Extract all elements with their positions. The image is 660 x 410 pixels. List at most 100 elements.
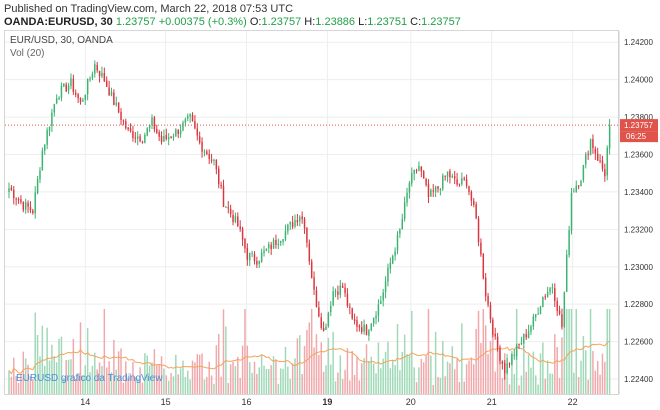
volume-bar bbox=[187, 370, 189, 394]
candle-body bbox=[322, 327, 325, 331]
candle-body bbox=[546, 292, 549, 297]
candle-body bbox=[108, 87, 110, 96]
volume-bar bbox=[539, 353, 542, 394]
countdown-tag-box bbox=[620, 131, 658, 143]
candle-body bbox=[120, 111, 122, 121]
watermark-link[interactable]: EURUSD grafico da TradingView bbox=[16, 373, 163, 384]
candle-body bbox=[310, 261, 313, 278]
low-label: L: bbox=[358, 16, 368, 28]
volume-bar bbox=[508, 384, 511, 394]
y-tick-label: 1.22800 bbox=[624, 300, 653, 309]
candle-body bbox=[442, 175, 444, 189]
volume-bar bbox=[60, 336, 63, 394]
volume-bar bbox=[532, 351, 535, 394]
volume-bar bbox=[413, 367, 415, 394]
candle-body bbox=[163, 136, 165, 142]
candle-body bbox=[513, 355, 516, 357]
candle-body bbox=[604, 169, 606, 177]
volume-bar bbox=[122, 382, 125, 394]
candle-body bbox=[70, 78, 72, 87]
candle-body bbox=[403, 202, 406, 219]
candle-body bbox=[489, 305, 492, 320]
candle-body bbox=[368, 330, 370, 336]
candle-body bbox=[218, 168, 220, 185]
candle-body bbox=[268, 244, 270, 249]
x-tick-label: 21 bbox=[487, 397, 497, 407]
candle-body bbox=[463, 178, 465, 180]
volume-bar bbox=[544, 378, 547, 394]
candle-body bbox=[289, 221, 291, 225]
volume-bar bbox=[177, 374, 179, 394]
candle-body bbox=[346, 293, 349, 307]
candle-body bbox=[306, 227, 308, 243]
volume-bar bbox=[351, 350, 353, 394]
candle-body bbox=[308, 243, 311, 262]
candle-body bbox=[258, 260, 260, 264]
candle-body bbox=[182, 122, 184, 131]
volume-bar bbox=[341, 379, 344, 394]
volume-bar bbox=[103, 309, 106, 394]
volume-bar bbox=[318, 354, 320, 394]
volume-bar bbox=[13, 357, 15, 394]
candle-body bbox=[206, 151, 208, 155]
volume-legend: Vol (20) bbox=[10, 48, 45, 59]
volume-bar bbox=[330, 364, 332, 394]
candle-body bbox=[434, 186, 437, 192]
volume-bar bbox=[160, 356, 163, 394]
candle-body bbox=[573, 191, 575, 193]
volume-bar bbox=[332, 331, 334, 394]
volume-bar bbox=[585, 350, 587, 394]
volume-bar bbox=[303, 345, 306, 394]
candle-body bbox=[451, 176, 454, 178]
volume-bar bbox=[604, 361, 606, 394]
candle-body bbox=[291, 222, 294, 227]
x-tick-label: 20 bbox=[406, 397, 416, 407]
candle-body bbox=[437, 186, 439, 189]
candle-body bbox=[587, 153, 589, 155]
volume-bar bbox=[368, 360, 370, 394]
volume-bar bbox=[415, 382, 418, 394]
volume-bar bbox=[58, 338, 60, 394]
volume-bar bbox=[84, 365, 87, 394]
volume-bar bbox=[244, 309, 246, 394]
volume-bar bbox=[287, 366, 289, 394]
y-tick-label: 1.24200 bbox=[624, 38, 653, 47]
volume-bar bbox=[523, 346, 525, 394]
candle-body bbox=[558, 310, 561, 314]
volume-bar bbox=[477, 310, 480, 394]
volume-ma-polyline bbox=[8, 340, 610, 375]
candle-body bbox=[282, 239, 284, 242]
candle-body bbox=[65, 84, 67, 92]
y-tick-label: 1.24000 bbox=[624, 76, 653, 85]
volume-bar bbox=[15, 376, 17, 394]
candle-body bbox=[277, 243, 280, 245]
candle-body bbox=[55, 98, 58, 104]
volume-bar bbox=[67, 359, 70, 394]
volume-bar bbox=[551, 373, 554, 394]
volume-bar bbox=[494, 371, 496, 394]
candle-body bbox=[284, 230, 287, 240]
volume-bar bbox=[48, 360, 51, 394]
candle-body bbox=[239, 226, 241, 229]
volume-bar bbox=[239, 377, 241, 394]
volume-bar bbox=[492, 331, 494, 394]
volume-bar bbox=[134, 377, 137, 394]
volume-bar bbox=[530, 367, 532, 394]
candle-body bbox=[139, 136, 141, 142]
candle-body bbox=[530, 326, 532, 332]
candle-body bbox=[91, 74, 94, 78]
volume-bar bbox=[482, 309, 485, 394]
candle-body bbox=[213, 159, 215, 161]
candle-body bbox=[10, 187, 13, 191]
candle-body bbox=[41, 150, 44, 171]
candle-body bbox=[22, 202, 25, 210]
x-tick-label: 14 bbox=[80, 397, 90, 407]
candle-body bbox=[515, 344, 518, 356]
volume-bar bbox=[427, 309, 430, 394]
volume-bar bbox=[284, 346, 287, 394]
volume-bar bbox=[594, 370, 597, 394]
volume-bar bbox=[439, 377, 442, 394]
candle-body bbox=[349, 306, 351, 308]
volume-bar bbox=[518, 385, 520, 394]
